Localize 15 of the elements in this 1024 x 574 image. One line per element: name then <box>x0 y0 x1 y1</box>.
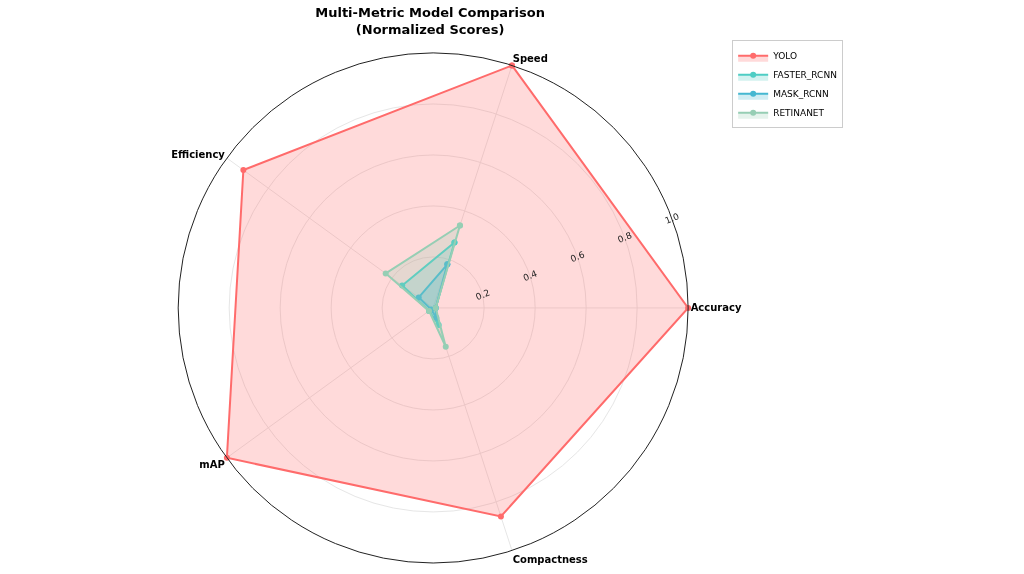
spoke-label: mAP <box>199 459 225 470</box>
spoke-label: Efficiency <box>171 149 226 161</box>
y-tick-label: 0.6 <box>568 249 587 264</box>
y-tick-label: 0.2 <box>474 287 492 303</box>
spoke-label: Speed <box>512 53 548 65</box>
spoke-label: Accuracy <box>690 302 742 314</box>
spoke-label: Compactness <box>512 554 588 566</box>
chart-title: Multi-Metric Model Comparison (Normalized Scores) <box>315 5 545 38</box>
legend-label: RETINANET <box>773 108 825 119</box>
y-tick-label: 1.0 <box>663 211 681 226</box>
y-tick-label: 0.8 <box>616 230 634 245</box>
y-tick-label: 0.4 <box>521 268 539 284</box>
legend-label: YOLO <box>772 51 798 62</box>
legend-label: FASTER_RCNN <box>773 70 837 81</box>
legend-label: MASK_RCNN <box>773 89 829 100</box>
